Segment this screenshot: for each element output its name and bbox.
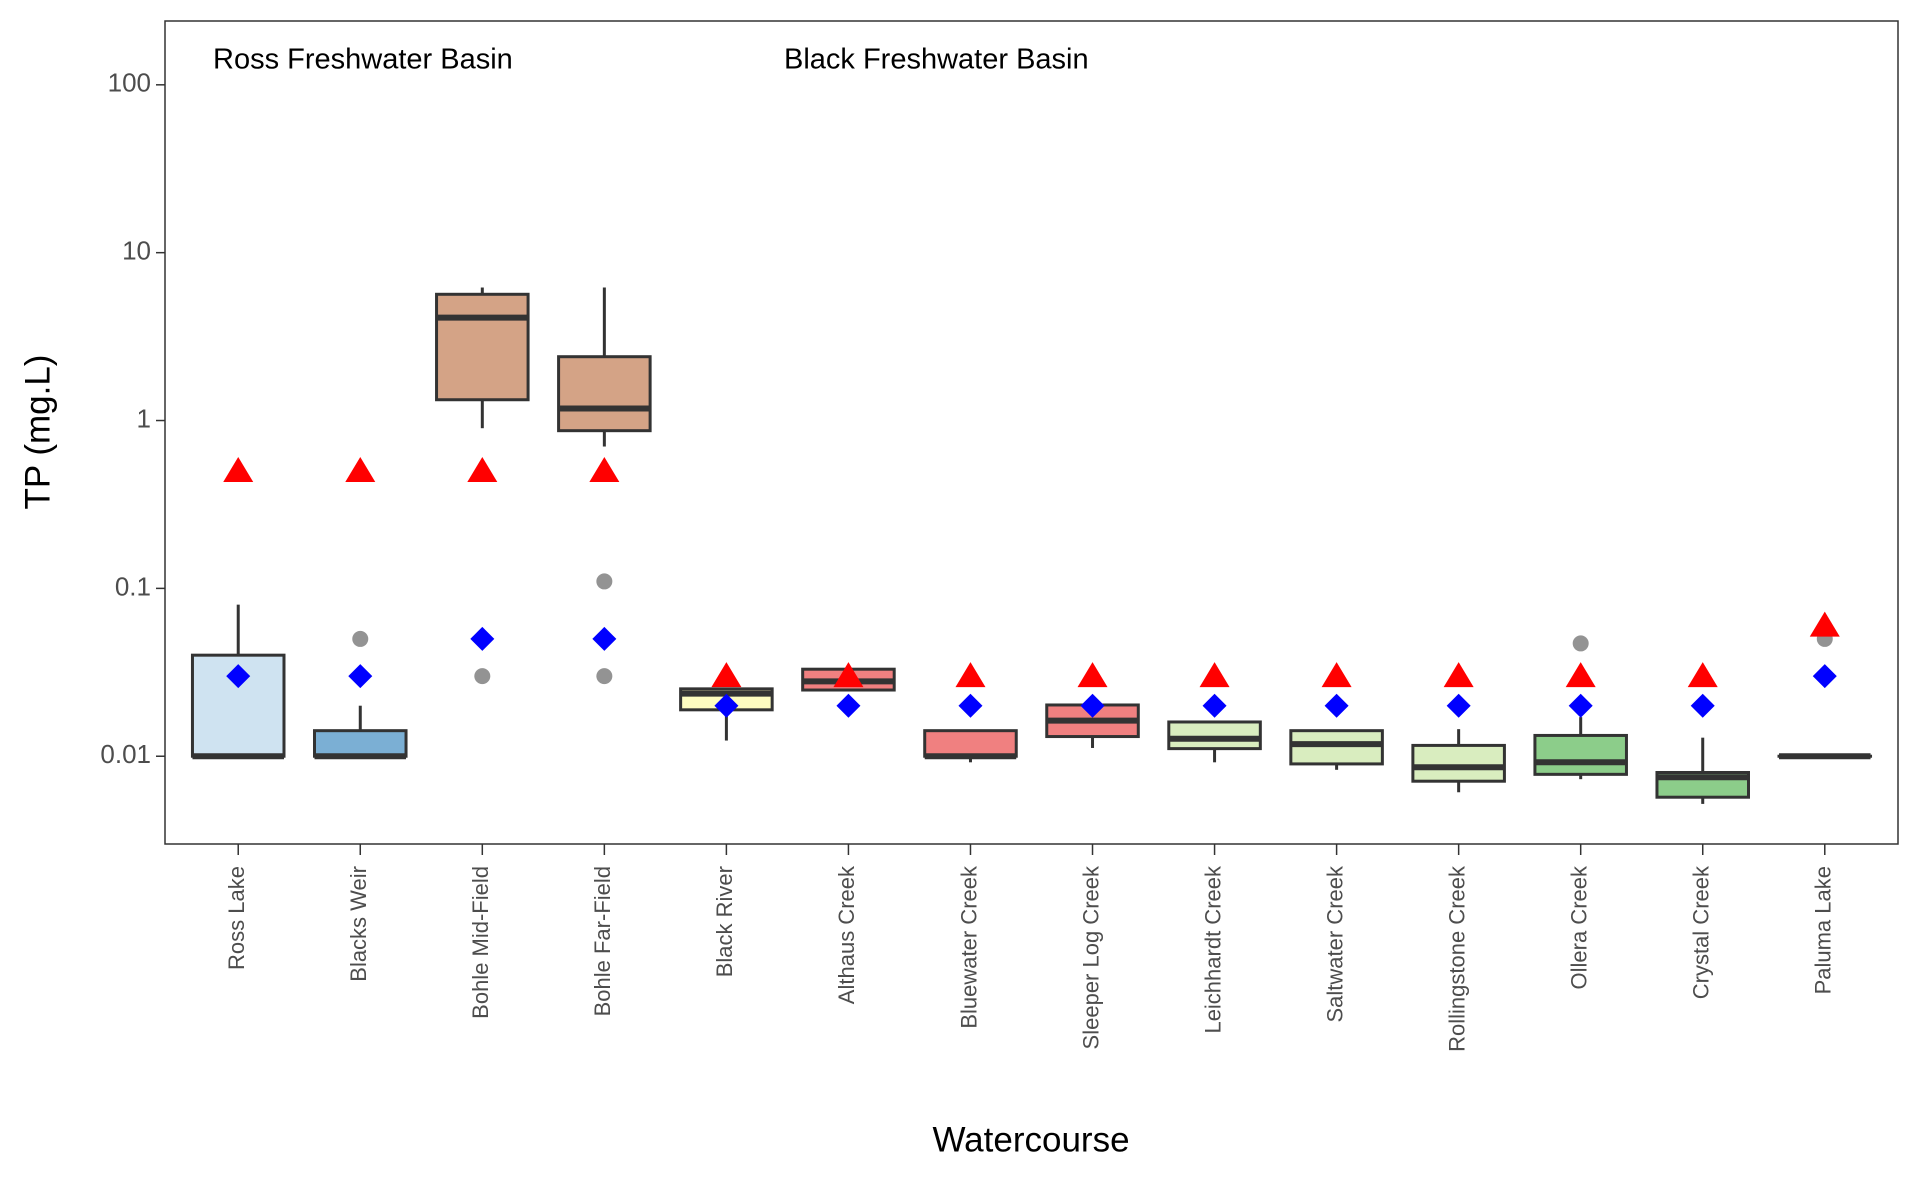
guideline-marker [833, 662, 864, 688]
y-tick-label: 100 [108, 68, 151, 98]
box [313, 729, 408, 758]
x-tick-label: Bohle Far-Field [590, 866, 615, 1016]
outlier [1572, 635, 1589, 652]
box [1411, 743, 1506, 783]
x-tick-label: Crystal Creek [1689, 865, 1714, 999]
box [435, 292, 530, 402]
y-axis-title: TP (mg.L) [18, 355, 57, 510]
x-tick-label: Saltwater Creek [1322, 865, 1347, 1023]
guideline-marker [345, 457, 376, 483]
box [1289, 729, 1384, 766]
x-tick-label: Ollera Creek [1567, 865, 1592, 989]
guideline-marker [711, 662, 742, 688]
x-tick-label: Bohle Mid-Field [468, 866, 493, 1019]
annotation: Ross Freshwater Basin [213, 44, 513, 76]
x-axis-title: Watercourse [932, 1120, 1129, 1159]
x-tick-label: Black River [712, 866, 737, 977]
mean-marker [1812, 664, 1837, 689]
guideline-marker [1321, 662, 1352, 688]
outlier [596, 668, 613, 685]
guideline-marker [1565, 662, 1596, 688]
y-tick-label: 0.01 [100, 739, 151, 769]
outlier [596, 573, 613, 590]
plot-frame [164, 20, 1899, 845]
guideline-marker [1443, 662, 1474, 688]
outlier [474, 668, 491, 685]
mean-marker [958, 693, 983, 718]
y-tick-label: 10 [122, 236, 151, 266]
mean-marker [1446, 693, 1471, 718]
mean-marker [1080, 693, 1105, 718]
box [557, 355, 652, 433]
guideline-marker [955, 662, 986, 688]
x-tick-label: Rollingstone Creek [1444, 865, 1469, 1052]
guideline-marker [467, 457, 498, 483]
x-tick-label: Sleeper Log Creek [1078, 865, 1103, 1049]
guideline-marker [1809, 611, 1840, 637]
mean-marker [836, 693, 861, 718]
box [923, 729, 1018, 758]
mean-marker [348, 664, 373, 689]
y-tick-label: 0.1 [115, 571, 151, 601]
guideline-marker [1199, 662, 1230, 688]
x-tick-label: Althaus Creek [834, 865, 859, 1004]
mean-marker [1690, 693, 1715, 718]
x-tick-label: Leichhardt Creek [1200, 865, 1225, 1034]
box [1533, 733, 1628, 776]
mean-marker [470, 626, 495, 651]
mean-marker [226, 664, 251, 689]
box [1167, 720, 1262, 751]
y-tick-label: 1 [137, 403, 151, 433]
guideline-marker [223, 457, 254, 483]
x-tick-label: Bluewater Creek [956, 865, 981, 1029]
mean-marker [1568, 693, 1593, 718]
mean-marker [1202, 693, 1227, 718]
mean-marker [592, 626, 617, 651]
guideline-marker [1687, 662, 1718, 688]
annotation: Black Freshwater Basin [784, 44, 1089, 76]
outlier [352, 630, 369, 647]
guideline-marker [1077, 662, 1108, 688]
mean-marker [1324, 693, 1349, 718]
guideline-marker [589, 457, 620, 483]
x-tick-label: Paluma Lake [1811, 866, 1836, 994]
mean-marker [714, 693, 739, 718]
x-tick-label: Ross Lake [224, 866, 249, 970]
x-tick-label: Blacks Weir [346, 866, 371, 982]
